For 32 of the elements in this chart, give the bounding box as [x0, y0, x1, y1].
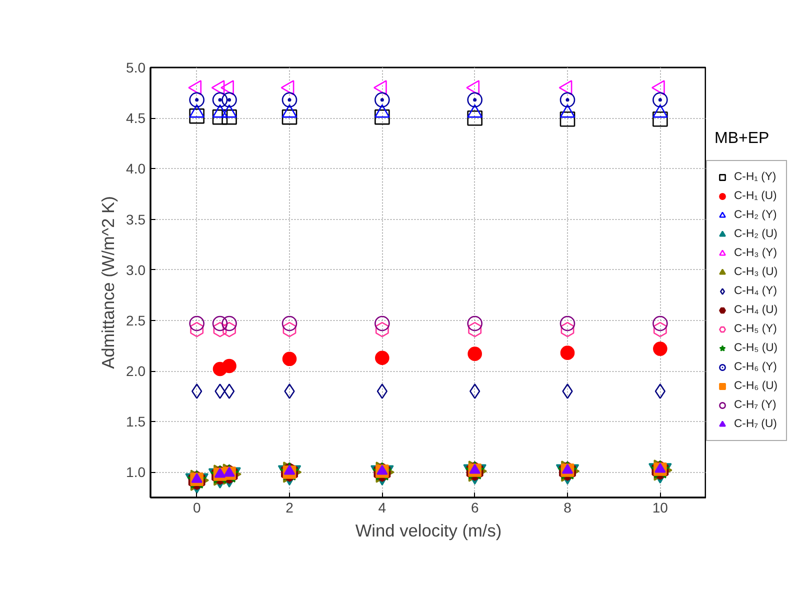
x-tick-label: 10: [652, 500, 668, 516]
legend-label: C-H₅ (U): [734, 341, 778, 356]
x-tick-label: 0: [192, 500, 201, 516]
y-tick-label: 5.0: [126, 60, 146, 76]
y-tick-label: 3.5: [126, 211, 146, 228]
legend-label: C-H₂ (Y): [734, 208, 777, 223]
legend-label: C-H₁ (U): [734, 189, 777, 204]
x-tick-label: 2: [286, 500, 294, 516]
text: MB+EP: [714, 130, 770, 148]
legend-label: C-H₃ (U): [734, 265, 778, 280]
y-tick-label: 2.5: [126, 312, 146, 328]
x-tick-label: 4: [378, 500, 386, 516]
y-tick-label: 2.0: [126, 363, 146, 380]
y-tick-label: 1.5: [126, 414, 146, 430]
x-axis-title: Wind velocity (m/s): [355, 520, 502, 540]
legend-label: C-H₆ (Y): [734, 360, 777, 375]
legend-label: C-H₄ (Y): [734, 284, 778, 299]
y-axis-title: Admittance (W/m^2 K): [98, 196, 118, 369]
legend-label: C-H₇ (U): [734, 417, 777, 432]
legend-label: C-H₂ (U): [734, 227, 778, 242]
y-tick-label: 4.0: [126, 160, 146, 177]
legend-label: C-H₇ (Y): [734, 398, 776, 413]
legend-label: C-H₃ (Y): [734, 246, 777, 261]
legend-label: C-H₆ (U): [734, 379, 778, 394]
x-tick-label: 8: [564, 500, 572, 516]
legend-label: C-H₁ (Y): [734, 170, 776, 185]
legend-label: C-H₄ (U): [734, 303, 778, 318]
y-tick-label: 3.0: [126, 262, 146, 278]
legend-label: C-H₅ (Y): [734, 322, 777, 337]
x-tick-label: 6: [470, 500, 479, 516]
y-tick-label: 1.0: [126, 464, 146, 480]
y-tick-label: 4.5: [126, 110, 146, 126]
